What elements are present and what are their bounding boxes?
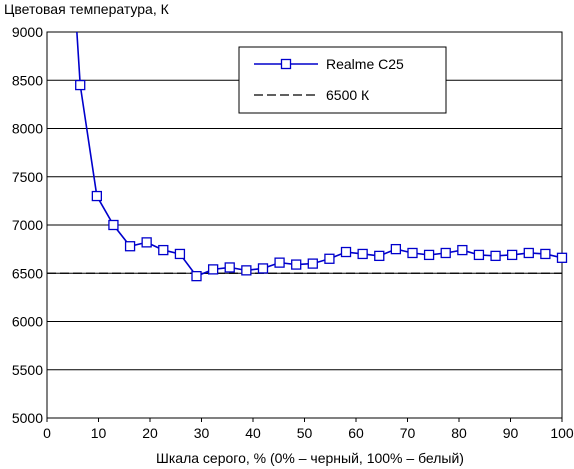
data-point-marker <box>457 244 468 256</box>
x-axis-ticks: 0 10 20 30 40 50 60 70 80 90 100 <box>43 418 574 441</box>
x-tick-label: 40 <box>245 425 261 441</box>
y-tick-label: 8500 <box>12 72 43 88</box>
data-point-marker <box>440 247 451 259</box>
data-point-marker <box>407 247 418 259</box>
data-point-marker <box>141 237 152 248</box>
data-point-marker <box>108 219 119 231</box>
y-tick-label: 5000 <box>12 410 43 426</box>
data-point-marker <box>241 265 252 276</box>
data-point-marker <box>357 248 368 260</box>
x-tick-label: 80 <box>451 425 467 441</box>
data-point-marker <box>490 250 501 262</box>
data-point-marker <box>307 258 318 269</box>
data-point-marker <box>473 249 485 261</box>
x-tick-label: 50 <box>297 425 313 441</box>
data-point-marker <box>124 241 136 252</box>
y-tick-label: 7500 <box>12 169 43 185</box>
legend-label-realme-c25: Realme C25 <box>326 56 404 72</box>
data-point-marker <box>291 259 302 270</box>
y-axis-label: Цветовая температура, К <box>4 1 170 17</box>
data-point-marker <box>324 253 335 264</box>
x-axis-label: Шкала серого, % (0% – черный, 100% – бел… <box>156 450 464 466</box>
data-point-marker <box>540 248 551 260</box>
x-tick-label: 10 <box>91 425 107 441</box>
data-point-marker <box>75 79 86 91</box>
x-tick-label: 30 <box>194 425 210 441</box>
data-point-marker <box>340 246 352 258</box>
x-tick-label: 0 <box>43 425 51 441</box>
data-point-marker <box>506 249 518 261</box>
data-point-marker <box>390 243 402 255</box>
data-point-marker <box>207 264 219 275</box>
data-point-marker <box>91 190 103 202</box>
data-point-marker <box>423 249 435 261</box>
x-tick-label: 60 <box>348 425 364 441</box>
data-point-marker <box>257 263 269 274</box>
legend-box <box>238 46 447 114</box>
data-point-marker <box>374 250 385 262</box>
y-tick-label: 5500 <box>12 362 43 378</box>
legend-label-6500k: 6500 К <box>326 87 370 103</box>
data-point-marker <box>174 248 186 260</box>
y-tick-label: 6500 <box>12 265 43 281</box>
legend: Realme C25 6500 К <box>238 46 447 114</box>
x-tick-label: 20 <box>142 425 158 441</box>
x-tick-label: 100 <box>550 425 574 441</box>
y-tick-label: 9000 <box>12 24 43 40</box>
data-point-marker <box>523 247 534 259</box>
y-axis-ticks: 5000 5500 6000 6500 7000 7500 8000 8500 9000 <box>12 24 43 426</box>
data-point-marker <box>191 270 202 282</box>
y-tick-label: 7000 <box>12 217 43 233</box>
x-tick-label: 90 <box>503 425 519 441</box>
data-point-marker <box>274 257 285 268</box>
data-point-marker <box>224 262 235 273</box>
y-tick-label: 6000 <box>12 314 43 330</box>
series-markers-realme-c25 <box>75 79 568 282</box>
legend-marker-realme-c25 <box>280 58 292 70</box>
data-point-marker <box>556 252 568 263</box>
x-tick-label: 70 <box>400 425 416 441</box>
data-point-marker <box>158 244 169 256</box>
y-tick-label: 8000 <box>12 121 43 137</box>
